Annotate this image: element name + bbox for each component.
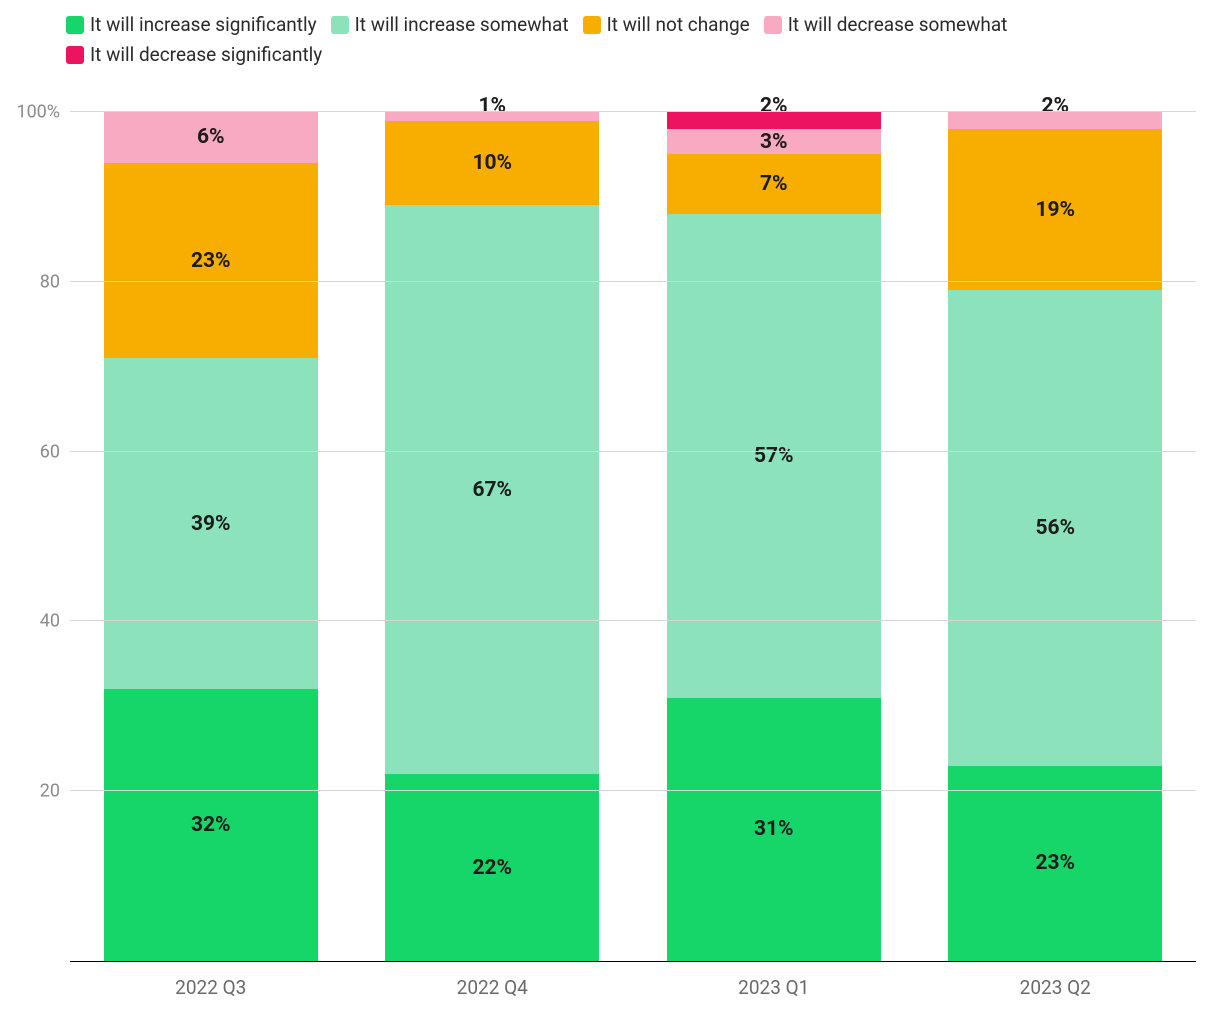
y-axis-tick-label: 80 xyxy=(40,271,70,292)
bar-segment: 7% xyxy=(667,154,881,213)
bar-segment-label: 23% xyxy=(948,851,1162,875)
legend-item: It will not change xyxy=(583,12,750,38)
bar-segment: 1% xyxy=(385,112,599,120)
bar-segment-label: 57% xyxy=(667,444,881,468)
legend-label: It will decrease significantly xyxy=(90,42,322,68)
legend-item: It will increase significantly xyxy=(66,12,317,38)
legend-item: It will increase somewhat xyxy=(331,12,569,38)
bar-segment: 39% xyxy=(104,358,318,689)
legend-swatch xyxy=(331,16,349,34)
chart-legend: It will increase significantly It will in… xyxy=(20,12,1080,86)
bar-segment: 6% xyxy=(104,112,318,163)
legend-swatch xyxy=(66,16,84,34)
bar-slot: 31% 57% 7% 3%2% xyxy=(633,112,915,961)
bar-segment: 23% xyxy=(104,163,318,358)
legend-swatch xyxy=(66,46,84,64)
stacked-bar: 22% 67% 10% 1% xyxy=(385,112,599,961)
bar-segment: 22% xyxy=(385,774,599,961)
bar-segment-label: 22% xyxy=(385,856,599,880)
bar-segment-label: 1% xyxy=(385,94,599,118)
bar-segment: 57% xyxy=(667,214,881,698)
legend-label: It will increase significantly xyxy=(90,12,317,38)
stacked-bar-chart: It will increase significantly It will in… xyxy=(0,0,1220,1020)
gridline xyxy=(70,451,1196,452)
bar-slot: 22% 67% 10% 1% xyxy=(352,112,634,961)
gridline xyxy=(70,790,1196,791)
x-axis-tick-label: 2023 Q1 xyxy=(633,968,915,1008)
bar-segment: 3% xyxy=(667,129,881,154)
bar-segment-label: 10% xyxy=(385,151,599,175)
bar-segment: 10% xyxy=(385,121,599,206)
gridline xyxy=(70,620,1196,621)
bar-segment-label: 7% xyxy=(667,172,881,196)
gridline xyxy=(70,281,1196,282)
legend-label: It will decrease somewhat xyxy=(788,12,1008,38)
chart-plot-area: 32%39%23%6%22%67%10%1%31%57%7%3%2%23%56%… xyxy=(70,112,1196,962)
bar-segment: 31% xyxy=(667,698,881,961)
bar-segment-label: 3% xyxy=(667,130,881,154)
bar-segment-label: 6% xyxy=(104,125,318,149)
chart-bars: 32%39%23%6%22%67%10%1%31%57%7%3%2%23%56%… xyxy=(70,112,1196,961)
bar-slot: 23% 56% 19% 2% xyxy=(915,112,1197,961)
y-axis-tick-label: 20 xyxy=(40,781,70,802)
x-axis-tick-label: 2023 Q2 xyxy=(915,968,1197,1008)
chart-x-axis: 2022 Q32022 Q42023 Q12023 Q2 xyxy=(70,968,1196,1008)
bar-segment-label: 32% xyxy=(104,813,318,837)
bar-segment-label: 23% xyxy=(104,249,318,273)
bar-segment: 19% xyxy=(948,129,1162,290)
bar-segment-label: 31% xyxy=(667,817,881,841)
bar-segment-label: 2% xyxy=(667,94,881,118)
stacked-bar: 23% 56% 19% 2% xyxy=(948,112,1162,961)
legend-swatch xyxy=(764,16,782,34)
y-axis-tick-label: 100% xyxy=(16,102,70,123)
bar-segment-label: 56% xyxy=(948,516,1162,540)
bar-segment-label: 2% xyxy=(948,94,1162,118)
bar-segment: 67% xyxy=(385,205,599,774)
x-axis-tick-label: 2022 Q4 xyxy=(352,968,634,1008)
legend-swatch xyxy=(583,16,601,34)
legend-item: It will decrease somewhat xyxy=(764,12,1008,38)
bar-segment: 2% xyxy=(667,112,881,129)
legend-label: It will not change xyxy=(607,12,750,38)
legend-label: It will increase somewhat xyxy=(355,12,569,38)
bar-segment: 32% xyxy=(104,689,318,961)
legend-item: It will decrease significantly xyxy=(66,42,322,68)
stacked-bar: 31% 57% 7% 3%2% xyxy=(667,112,881,961)
bar-segment: 23% xyxy=(948,766,1162,961)
y-axis-tick-label: 60 xyxy=(40,441,70,462)
bar-segment-label: 39% xyxy=(104,512,318,536)
x-axis-tick-label: 2022 Q3 xyxy=(70,968,352,1008)
gridline xyxy=(70,111,1196,112)
bar-segment: 56% xyxy=(948,290,1162,765)
bar-segment-label: 67% xyxy=(385,478,599,502)
bar-segment: 2% xyxy=(948,112,1162,129)
bar-slot: 32% 39% 23% 6% xyxy=(70,112,352,961)
y-axis-tick-label: 40 xyxy=(40,611,70,632)
bar-segment-label: 19% xyxy=(948,198,1162,222)
stacked-bar: 32% 39% 23% 6% xyxy=(104,112,318,961)
